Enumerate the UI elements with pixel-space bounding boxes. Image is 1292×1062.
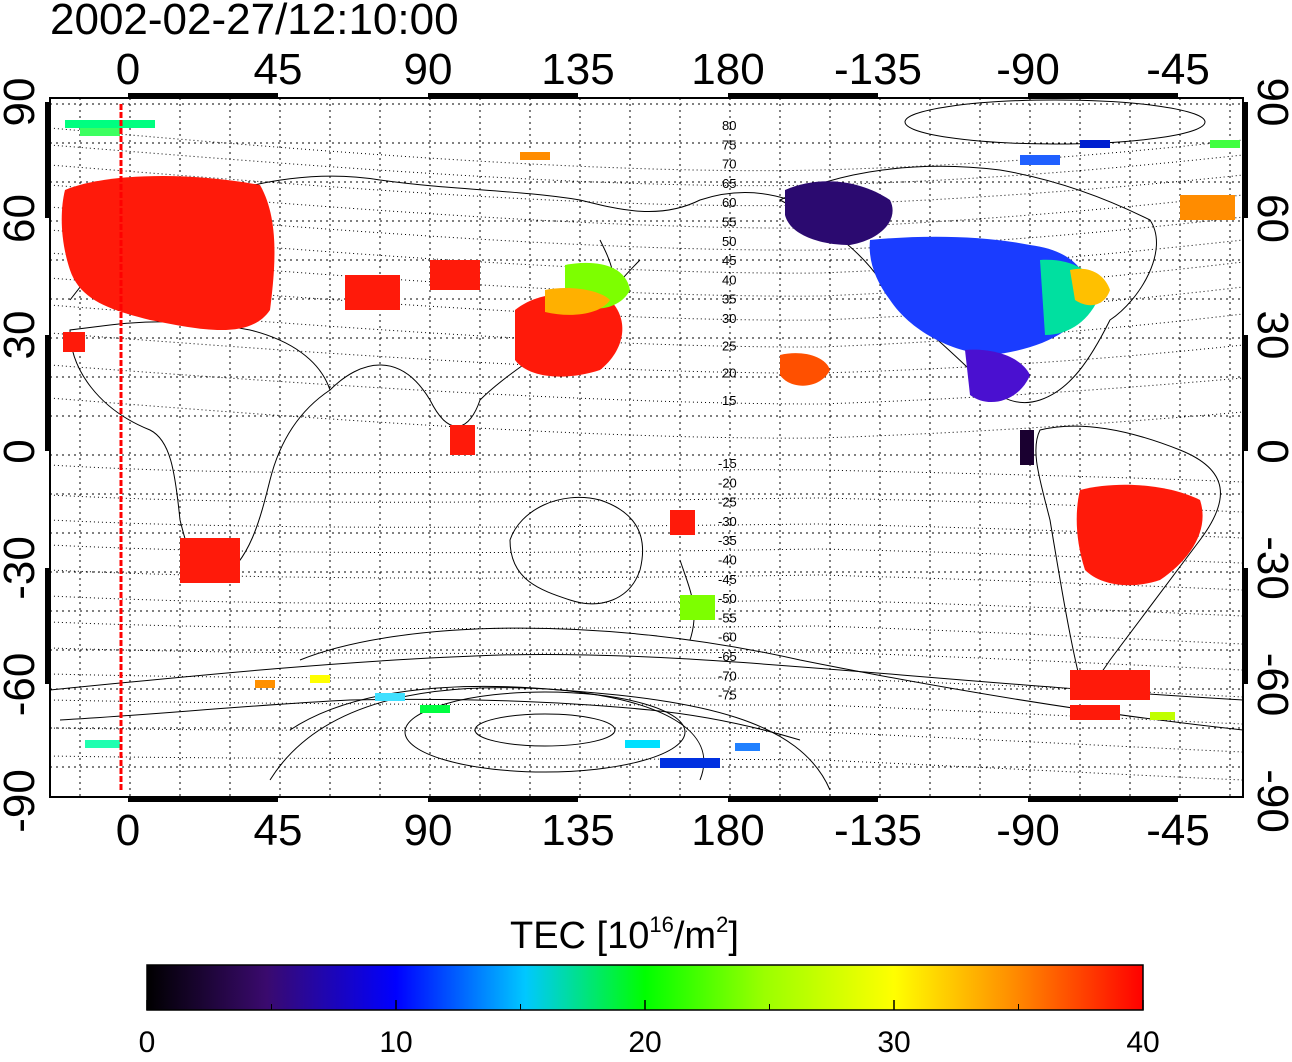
left-lat-label: 30 [0, 311, 44, 360]
mag-lat-label: 15 [722, 393, 736, 408]
frame-ticks [45, 93, 1248, 802]
bottom-lon-label: -45 [1146, 806, 1210, 855]
frame-tick-bar [1242, 568, 1248, 684]
world-map [45, 93, 1248, 802]
colorbar-tick-label: 30 [877, 1026, 910, 1057]
mag-lat-label: -35 [718, 533, 737, 548]
bottom-longitude-labels: 0 45 90 135 180 -135 -90 -45 [116, 806, 1210, 855]
right-lat-label: 60 [1248, 194, 1292, 243]
mag-lat-label: 45 [722, 253, 736, 268]
colorbar-label-exp2: 2 [716, 912, 728, 937]
bottom-lon-label: 0 [116, 806, 140, 855]
left-lat-label: 60 [0, 194, 44, 243]
right-lat-label: -30 [1248, 536, 1292, 600]
right-lat-label: -60 [1248, 653, 1292, 717]
mag-lat-label: 55 [722, 215, 736, 230]
mag-lat-label: 30 [722, 311, 736, 326]
mag-lat-label: 20 [722, 366, 736, 381]
mag-lat-label: -30 [718, 514, 737, 529]
frame-tick-bar [45, 102, 51, 218]
right-lat-label: -90 [1248, 769, 1292, 833]
mag-lat-label: -65 [718, 649, 737, 664]
top-longitude-labels: 0 45 90 135 180 -135 -90 -45 [116, 45, 1210, 94]
top-lon-label: -135 [834, 45, 922, 94]
mag-lat-label: 50 [722, 234, 736, 249]
bottom-lon-label: -90 [996, 806, 1060, 855]
top-lon-label: -90 [996, 45, 1060, 94]
colorbar-label-mid: /m [674, 915, 716, 957]
mag-lat-label: -50 [718, 591, 737, 606]
mag-lat-label: -25 [718, 495, 737, 510]
mag-lat-label: -15 [718, 456, 737, 471]
right-latitude-labels: 90 60 30 0 -30 -60 -90 [1248, 78, 1292, 833]
frame-tick-bar [128, 796, 278, 802]
tec-data-cells [61, 120, 1240, 768]
frame-tick-bar [728, 93, 878, 99]
colorbar: TEC [1016/m2] 0 10 20 30 40 [139, 912, 1160, 1059]
bottom-lon-label: 180 [691, 806, 764, 855]
colorbar-tick-label: 0 [139, 1026, 156, 1057]
left-lat-label: -90 [0, 769, 44, 833]
frame-tick-bar [1028, 796, 1178, 802]
colorbar-label: TEC [1016/m2] [510, 912, 739, 957]
frame-tick-bar [728, 796, 878, 802]
magnetic-latitude-labels: 80 75 70 65 60 55 50 45 40 35 30 25 20 15 -15 -20 -25 -30… [718, 118, 737, 703]
frame-tick-bar [45, 335, 51, 451]
mag-lat-label: -60 [718, 630, 737, 645]
left-lat-label: -30 [0, 536, 44, 600]
left-latitude-labels: 90 60 30 0 -30 -60 -90 [0, 78, 44, 833]
frame-tick-bar [1028, 93, 1178, 99]
top-lon-label: 90 [404, 45, 453, 94]
mag-lat-label: 70 [722, 157, 736, 172]
mag-lat-label: -75 [718, 688, 737, 703]
mag-lat-label: -20 [718, 475, 737, 490]
colorbar-tick-label: 40 [1126, 1026, 1159, 1057]
top-lon-label: -45 [1146, 45, 1210, 94]
right-lat-label: 90 [1248, 78, 1292, 127]
colorbar-label-exp1: 16 [649, 912, 673, 937]
right-lat-label: 0 [1248, 439, 1292, 463]
magnetic-latitude-contours [50, 99, 1243, 791]
left-lat-label: -60 [0, 653, 44, 717]
bottom-lon-label: 135 [541, 806, 614, 855]
top-lon-label: 0 [116, 45, 140, 94]
mag-lat-label: 65 [722, 176, 736, 191]
frame-tick-bar [128, 93, 278, 99]
mag-lat-label: 35 [722, 292, 736, 307]
left-lat-label: 90 [0, 78, 44, 127]
frame-tick-bar [428, 93, 578, 99]
colorbar-label-main: TEC [10 [510, 915, 649, 957]
left-lat-label: 0 [0, 439, 44, 463]
colorbar-tick-label: 20 [628, 1026, 661, 1057]
bottom-lon-label: 45 [254, 806, 303, 855]
mag-lat-label: 25 [722, 338, 736, 353]
top-lon-label: 135 [541, 45, 614, 94]
mag-lat-label: 80 [722, 118, 736, 133]
frame-tick-bar [45, 568, 51, 684]
colorbar-tick-label: 10 [379, 1026, 412, 1057]
mag-lat-label: 60 [722, 195, 736, 210]
frame-tick-bar [428, 796, 578, 802]
colorbar-label-end: ] [728, 915, 739, 957]
mag-lat-label: 75 [722, 137, 736, 152]
top-lon-label: 45 [254, 45, 303, 94]
frame-tick-bar [1242, 102, 1248, 218]
frame-tick-bar [1242, 335, 1248, 451]
figure-title: 2002-02-27/12:10:00 [50, 0, 459, 44]
bottom-lon-label: 90 [404, 806, 453, 855]
mag-lat-label: -55 [718, 610, 737, 625]
bottom-lon-label: -135 [834, 806, 922, 855]
colorbar-ticks: 0 10 20 30 40 [139, 1000, 1160, 1059]
top-lon-label: 180 [691, 45, 764, 94]
mag-lat-label: -70 [718, 668, 737, 683]
right-lat-label: 30 [1248, 311, 1292, 360]
mag-lat-label: -45 [718, 572, 737, 587]
mag-lat-label: 40 [722, 272, 736, 287]
mag-lat-label: -40 [718, 553, 737, 568]
